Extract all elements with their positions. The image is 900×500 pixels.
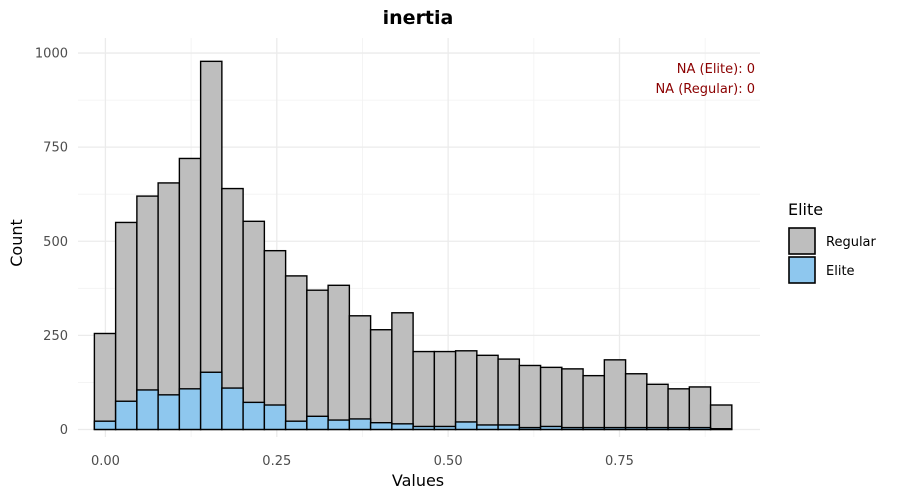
regular-bar-22: [561, 368, 584, 431]
elite-bar-5: [199, 371, 223, 431]
elite-bar-4: [178, 388, 202, 431]
chart-title: inertia: [383, 7, 454, 29]
regular-bar-28: [688, 386, 712, 431]
x-axis-title: Values: [392, 471, 444, 490]
elite-bar-22: [561, 426, 584, 431]
elite-bar-29: [709, 428, 733, 431]
y-axis-title: Count: [7, 219, 26, 267]
elite-bar-16: [433, 425, 457, 431]
elite-bar-27: [667, 426, 691, 431]
regular-bar-20: [518, 364, 542, 431]
legend-label-elite: Elite: [826, 264, 855, 279]
regular-bar-21: [539, 366, 563, 431]
regular-bar-11: [327, 284, 351, 431]
regular-bar-16: [433, 350, 457, 431]
regular-bar-23: [582, 374, 606, 431]
x-axis-ticks: 0.00 0.25 0.50 0.75: [91, 454, 634, 469]
elite-bar-18: [476, 424, 499, 431]
elite-bar-17: [454, 421, 478, 431]
regular-bar-7: [242, 220, 266, 431]
regular-bar-1: [114, 221, 138, 431]
legend-swatch-elite: [788, 256, 816, 284]
y-tick-label: 250: [43, 329, 68, 344]
elite-bar-3: [157, 394, 181, 431]
elite-bar-11: [327, 419, 351, 431]
regular-bar-14: [391, 312, 414, 431]
y-tick-label: 0: [60, 423, 68, 438]
regular-bar-8: [263, 249, 287, 431]
regular-bar-15: [412, 350, 436, 431]
regular-bar-27: [667, 388, 691, 431]
elite-bar-7: [242, 401, 266, 431]
elite-bar-24: [603, 426, 627, 431]
elite-bar-23: [582, 426, 606, 431]
elite-bar-8: [263, 404, 287, 431]
regular-bar-19: [497, 358, 521, 431]
regular-bar-29: [709, 404, 733, 431]
regular-bar-26: [646, 383, 669, 431]
na-annotations: NA (Elite): 0 NA (Regular): 0: [655, 62, 755, 97]
na-regular-annotation: NA (Regular): 0: [655, 82, 755, 97]
regular-bar-24: [603, 359, 627, 431]
elite-bar-14: [391, 423, 414, 431]
regular-bar-12: [348, 315, 372, 431]
y-axis-ticks: 0 250 500 750 1000: [35, 47, 68, 438]
regular-bar-17: [454, 350, 478, 431]
regular-bar-13: [369, 329, 393, 431]
regular-bar-10: [306, 289, 329, 431]
elite-bar-0: [93, 420, 117, 431]
elite-bar-1: [114, 400, 138, 431]
y-tick-label: 1000: [35, 47, 68, 62]
x-tick-label: 0.00: [91, 454, 120, 469]
elite-bar-9: [284, 420, 308, 431]
regular-bar-0: [93, 332, 117, 431]
na-elite-annotation: NA (Elite): 0: [677, 62, 755, 77]
elite-bar-2: [136, 389, 159, 431]
regular-bar-25: [624, 373, 648, 431]
elite-bar-15: [412, 425, 436, 431]
elite-bar-6: [221, 387, 244, 431]
legend-title: Elite: [788, 200, 823, 219]
x-tick-label: 0.25: [262, 454, 291, 469]
y-tick-label: 750: [43, 141, 68, 156]
y-tick-label: 500: [43, 235, 68, 250]
elite-bar-20: [518, 426, 542, 431]
regular-bar-3: [157, 182, 181, 431]
legend-label-regular: Regular: [826, 235, 877, 250]
elite-bar-13: [369, 421, 393, 431]
legend-swatch-regular: [788, 227, 816, 255]
elite-bar-25: [624, 426, 648, 431]
elite-bar-26: [646, 426, 669, 431]
elite-bar-19: [497, 424, 521, 431]
regular-bar-18: [476, 354, 499, 431]
regular-bar-9: [284, 275, 308, 431]
elite-bar-12: [348, 418, 372, 431]
elite-bar-10: [306, 415, 329, 431]
regular-bars: [93, 60, 733, 431]
elite-bars: [93, 371, 733, 431]
elite-bar-28: [688, 426, 712, 431]
x-tick-label: 0.75: [605, 454, 634, 469]
x-tick-label: 0.50: [434, 454, 463, 469]
elite-bar-21: [539, 425, 563, 431]
legend: Elite Regular Elite: [788, 200, 877, 284]
